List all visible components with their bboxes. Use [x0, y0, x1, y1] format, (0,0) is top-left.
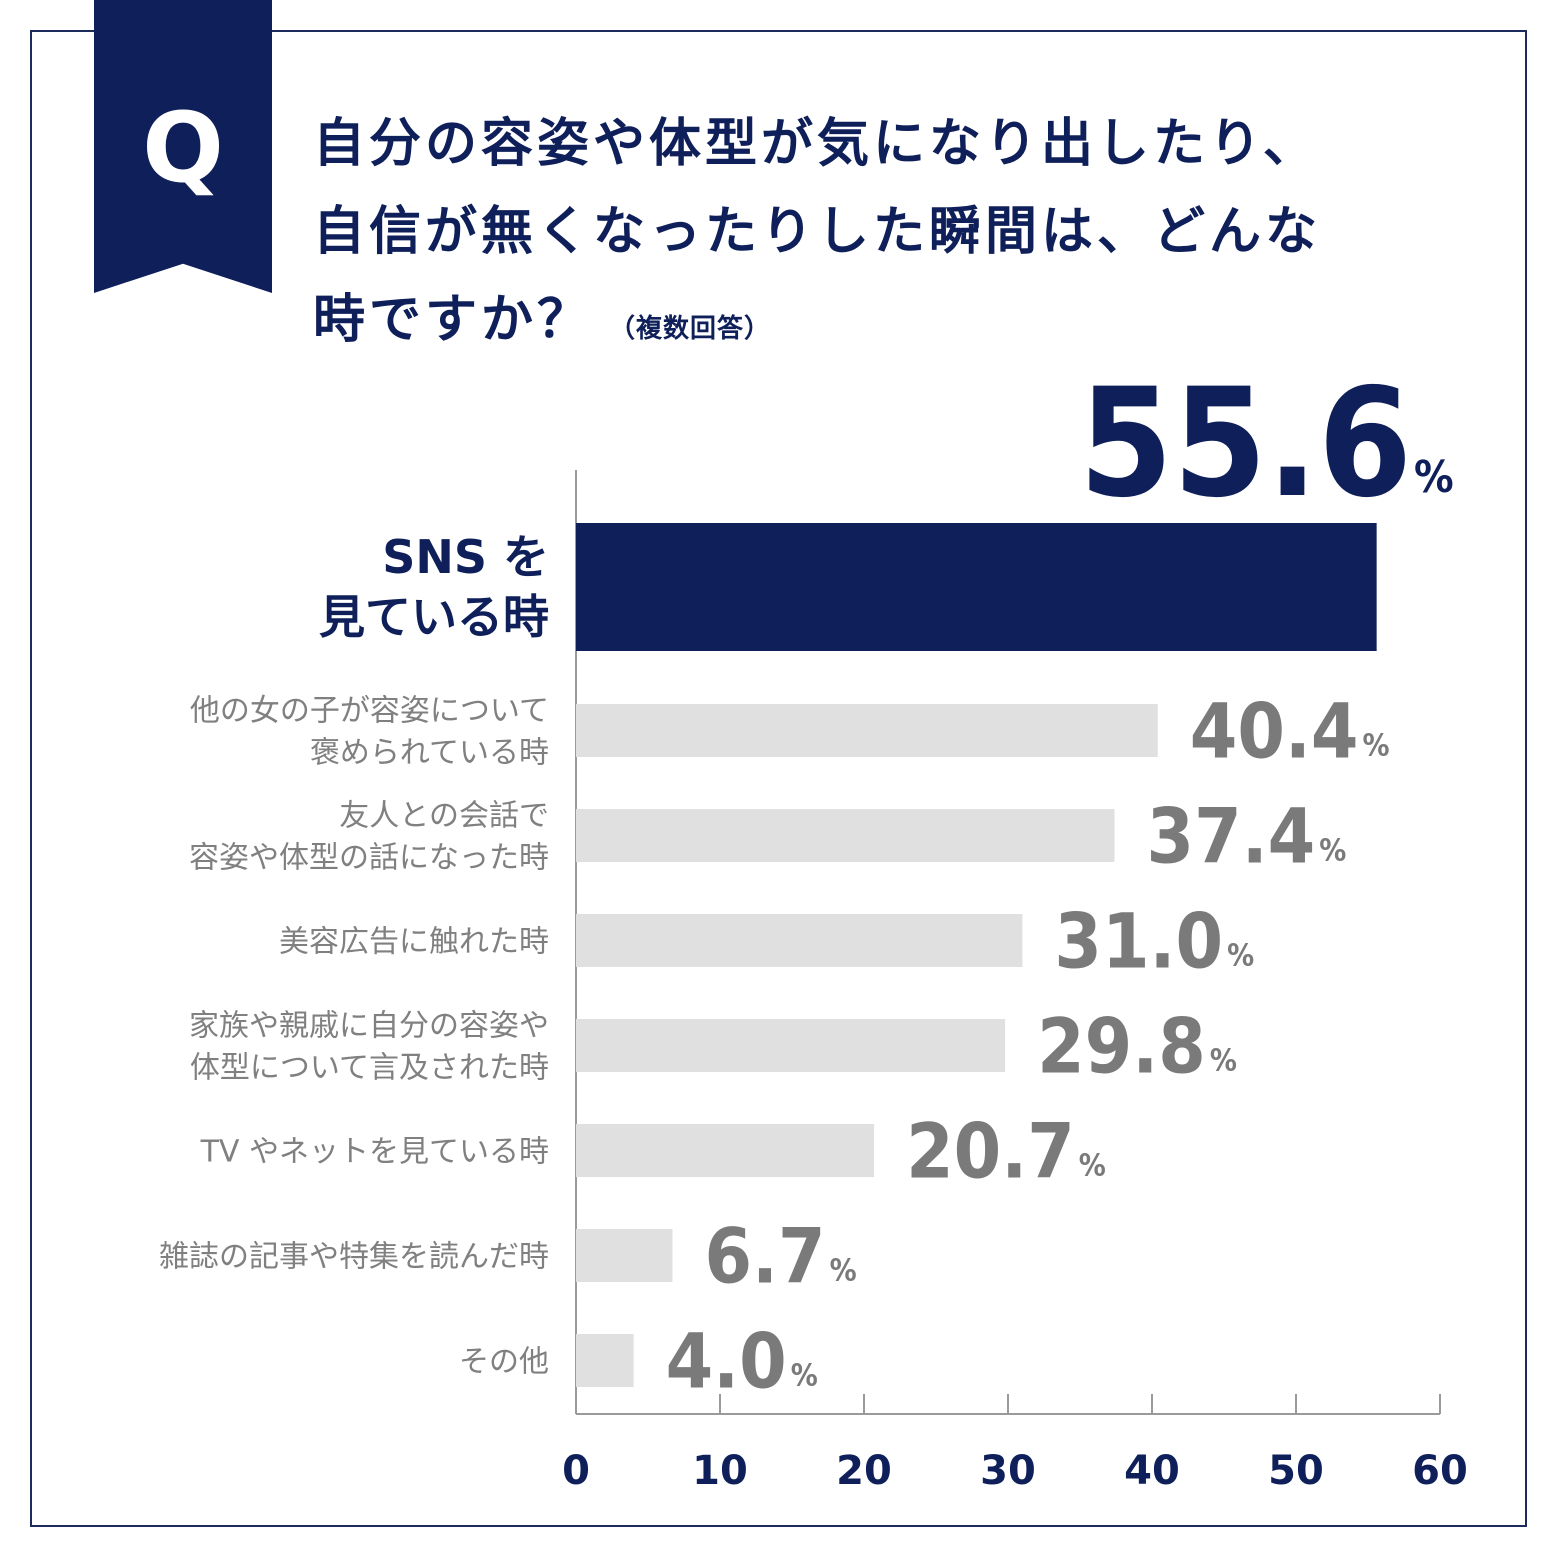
- x-tick-label: 50: [1268, 1448, 1324, 1494]
- value-unit: %: [791, 1359, 818, 1394]
- category-label: 雑誌の記事や特集を読んだ時: [159, 1240, 549, 1275]
- category-label: TV やネットを見ている時: [200, 1135, 549, 1170]
- bar: [576, 1019, 1006, 1072]
- question-line-2: 自信が無くなったりした瞬間は、どんな: [313, 202, 1322, 262]
- category-label: SNS を見ている時: [319, 530, 549, 644]
- chart-frame: [30, 30, 1527, 1527]
- value-label: 29.8: [1037, 1002, 1206, 1091]
- q-letter: Q: [142, 92, 224, 204]
- bar: [576, 1229, 673, 1282]
- value-label: 20.7: [906, 1107, 1075, 1196]
- x-tick-label: 60: [1412, 1448, 1468, 1494]
- value-unit: %: [1227, 939, 1254, 974]
- bar: [576, 1124, 875, 1177]
- value-label: 4.0: [666, 1317, 787, 1406]
- bar: [576, 1334, 634, 1387]
- question-text: 自分の容姿や体型が気になり出したり、 自信が無くなったりした瞬間は、どんな 時で…: [313, 100, 1493, 373]
- value-label: 37.4: [1147, 792, 1316, 881]
- value-unit: %: [1319, 834, 1346, 869]
- value-unit: %: [1414, 452, 1454, 503]
- value-label: 40.4: [1190, 687, 1359, 776]
- bar-highlight: [576, 523, 1377, 651]
- category-label: 美容広告に触れた時: [279, 925, 549, 960]
- question-line-1: 自分の容姿や体型が気になり出したり、: [313, 114, 1319, 174]
- x-tick-label: 20: [836, 1448, 892, 1494]
- x-tick-label: 30: [980, 1448, 1036, 1494]
- x-tick-label: 10: [692, 1448, 748, 1494]
- x-tick-label: 40: [1124, 1448, 1180, 1494]
- value-label: 55.6: [1079, 357, 1412, 531]
- value-unit: %: [1362, 729, 1389, 764]
- category-label: その他: [459, 1345, 549, 1380]
- value-unit: %: [1210, 1044, 1237, 1079]
- question-line-3-text: 時ですか？: [313, 290, 594, 350]
- value-label: 31.0: [1054, 897, 1223, 986]
- value-unit: %: [1079, 1149, 1106, 1184]
- category-label: 家族や親戚に自分の容姿や体型について言及された時: [189, 1009, 549, 1086]
- category-label: 他の女の子が容姿について褒められている時: [190, 694, 549, 771]
- value-label: 6.7: [704, 1212, 825, 1301]
- bar: [576, 704, 1158, 757]
- question-line-3: 時ですか？ （複数回答）: [313, 276, 1493, 373]
- x-tick-label: 0: [562, 1448, 590, 1494]
- value-unit: %: [830, 1254, 857, 1289]
- category-label: 友人との会話で容姿や体型の話になった時: [189, 799, 549, 876]
- question-badge: Q: [94, 0, 272, 293]
- bar: [576, 914, 1023, 967]
- question-note: （複数回答）: [609, 314, 772, 344]
- bar: [576, 809, 1115, 862]
